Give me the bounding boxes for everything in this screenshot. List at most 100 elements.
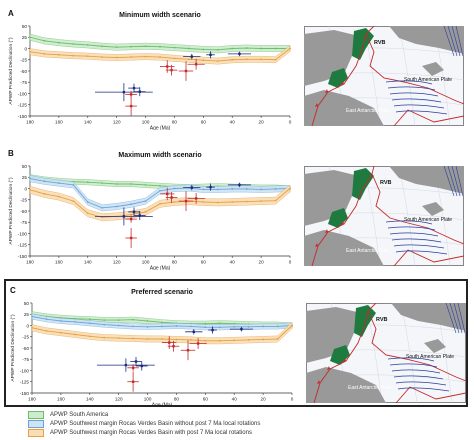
chart-preferred: C Preferred scenario 50 25 0 -25 -50 -75 -100 -12…: [10, 286, 294, 408]
series-point-orange: [101, 216, 104, 219]
y-tick-label: -50: [22, 346, 29, 351]
panel-b: B Maximum width scenario 50 25 0 -25 -50 -75 -10…: [4, 144, 468, 270]
series-point-green: [159, 45, 161, 48]
map-lineation: [449, 303, 460, 334]
x-tick-label: 40: [232, 397, 238, 402]
series-point-orange: [260, 58, 263, 61]
series-point-orange: [86, 212, 89, 215]
series-point-orange: [57, 53, 60, 56]
x-tick-label: 60: [201, 120, 207, 125]
series-point-orange: [144, 211, 147, 213]
y-tick-label: 25: [22, 35, 28, 40]
observation-point: [166, 192, 169, 196]
series-point-orange: [130, 56, 133, 58]
observation-point: [129, 236, 133, 240]
map-terrane-green: [352, 28, 374, 60]
series-point-blue: [260, 188, 263, 191]
map-lineation: [395, 250, 448, 255]
y-tick-label: -150: [20, 391, 30, 396]
observation-point: [190, 186, 193, 189]
series-point-green: [29, 36, 31, 39]
series-point-blue: [117, 324, 120, 327]
map-lineation: [451, 26, 461, 57]
map-lineation: [389, 92, 439, 97]
x-tick-label: 80: [172, 260, 178, 265]
map-lineation: [447, 166, 458, 197]
x-tick-label: 20: [261, 397, 267, 402]
map-land-south-america: [304, 170, 359, 226]
series-point-orange: [117, 337, 120, 339]
y-tick-label: -75: [22, 357, 29, 362]
observation-point: [186, 349, 190, 352]
map-lineation: [387, 86, 436, 91]
map-lineation: [387, 357, 435, 362]
x-axis-label: Age (Ma): [150, 126, 171, 131]
x-tick-label: 100: [142, 120, 150, 125]
map-land-south-america: [304, 30, 359, 86]
map-plate-boundary: [367, 310, 466, 382]
x-tick-label: 80: [172, 120, 178, 125]
series-point-orange: [115, 56, 118, 59]
series-point-blue: [59, 320, 62, 322]
legend-swatch-blue: [28, 420, 44, 428]
observation-point: [170, 196, 173, 199]
series-point-blue: [74, 321, 77, 323]
series-point-orange: [161, 338, 163, 340]
map-terrane-green: [352, 168, 374, 200]
series-point-blue: [144, 200, 147, 202]
series-point-green: [88, 318, 91, 321]
series-point-blue: [146, 325, 149, 328]
series-point-orange: [202, 201, 205, 203]
map-label-rvb: RVB: [376, 317, 388, 323]
observation-point: [129, 93, 133, 96]
series-point-blue: [45, 318, 48, 321]
series-point-green: [72, 43, 75, 45]
series-point-blue: [202, 188, 205, 191]
observation-point: [122, 215, 126, 218]
panel-a: A Minimum width scenario 50 25 0 -25 -50 -75 -10…: [4, 4, 468, 130]
map-land-south-america: [306, 307, 361, 363]
observation-point: [132, 210, 136, 214]
series-point-blue: [159, 189, 161, 192]
map-lineation: [393, 244, 445, 249]
legend: APWP South America APWP Southwest margin…: [28, 410, 448, 438]
chart-title: Preferred scenario: [131, 289, 193, 296]
observation-point: [190, 55, 193, 58]
y-tick-label: -100: [18, 231, 28, 236]
series-point-orange: [173, 201, 176, 203]
series-point-orange: [216, 60, 219, 62]
x-tick-label: 100: [142, 260, 150, 265]
chart-maximum-width: B Maximum width scenario 50 25 0 -25 -50 -75 -10…: [8, 149, 292, 270]
y-tick-label: 0: [26, 323, 29, 328]
x-axis-label: Age (Ma): [152, 403, 173, 408]
series-point-blue: [173, 187, 176, 190]
map-lineation: [393, 104, 445, 109]
map-plate-boundary: [311, 26, 375, 126]
observation-point: [140, 364, 143, 368]
series-point-blue: [103, 323, 106, 326]
map-lineation: [455, 26, 464, 57]
x-tick-label: 120: [115, 397, 123, 402]
map-label-south-american-plate: South American Plate: [404, 77, 452, 83]
observation-point: [240, 327, 243, 331]
y-tick-label: -25: [20, 198, 27, 203]
series-point-orange: [175, 338, 178, 341]
series-point-orange: [173, 57, 176, 60]
observation-point: [166, 65, 169, 68]
series-point-blue: [29, 177, 31, 180]
y-tick-label: 50: [22, 164, 28, 169]
x-tick-label: 60: [201, 260, 207, 265]
map-subduction-tooth: [343, 358, 346, 362]
series-point-green: [218, 322, 221, 325]
series-point-green: [132, 318, 135, 321]
map-lineation: [391, 238, 442, 243]
map-maximum-width: RVB South American Plate East Antarctic Pl…: [304, 166, 464, 266]
panel-letter: A: [8, 9, 14, 18]
series-point-orange: [43, 193, 46, 195]
map-plate-boundary: [311, 166, 375, 266]
x-tick-label: 120: [113, 120, 121, 125]
series-point-orange: [274, 199, 277, 202]
series-point-orange: [103, 336, 106, 339]
series-point-orange: [72, 200, 75, 202]
y-tick-label: -50: [20, 209, 27, 214]
